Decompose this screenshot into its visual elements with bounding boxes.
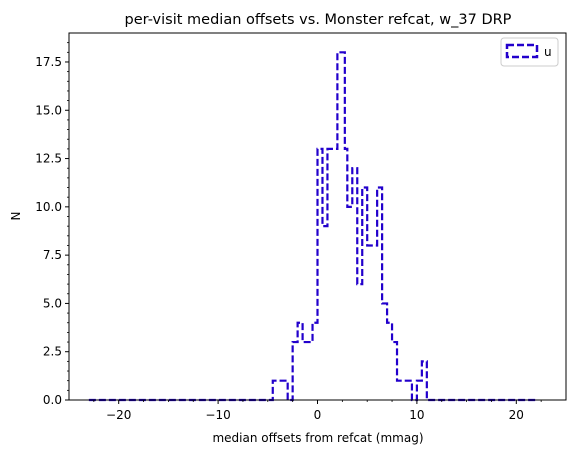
y-tick-label: 17.5 <box>35 55 62 69</box>
y-axis: 0.0 2.5 5.0 7.5 10.0 12.5 15.0 17.5 <box>35 42 69 407</box>
plot-area <box>68 32 567 402</box>
y-tick-label: 5.0 <box>43 296 62 310</box>
x-tick-label: 20 <box>509 408 524 422</box>
y-tick-label: 2.5 <box>43 345 62 359</box>
y-tick-label: 7.5 <box>43 248 62 262</box>
legend-frame <box>500 37 559 67</box>
y-axis-label: N <box>9 212 23 221</box>
y-tick-label: 15.0 <box>35 103 62 117</box>
x-tick-label: −10 <box>205 408 230 422</box>
legend: u <box>500 37 559 67</box>
x-tick-label: 10 <box>409 408 424 422</box>
y-tick-label: 0.0 <box>43 393 62 407</box>
x-axis: −20 −10 0 10 20 <box>93 400 542 422</box>
histogram-series-u <box>88 51 537 402</box>
x-tick-label: −20 <box>106 408 131 422</box>
x-axis-label: median offsets from refcat (mmag) <box>212 431 423 445</box>
y-tick-label: 10.0 <box>35 200 62 214</box>
chart-title: per-visit median offsets vs. Monster ref… <box>125 12 512 28</box>
x-tick-label: 0 <box>314 408 322 422</box>
axes-frame <box>68 32 567 401</box>
legend-swatch <box>505 43 539 59</box>
legend-label-u: u <box>544 45 552 59</box>
y-tick-label: 12.5 <box>35 152 62 166</box>
